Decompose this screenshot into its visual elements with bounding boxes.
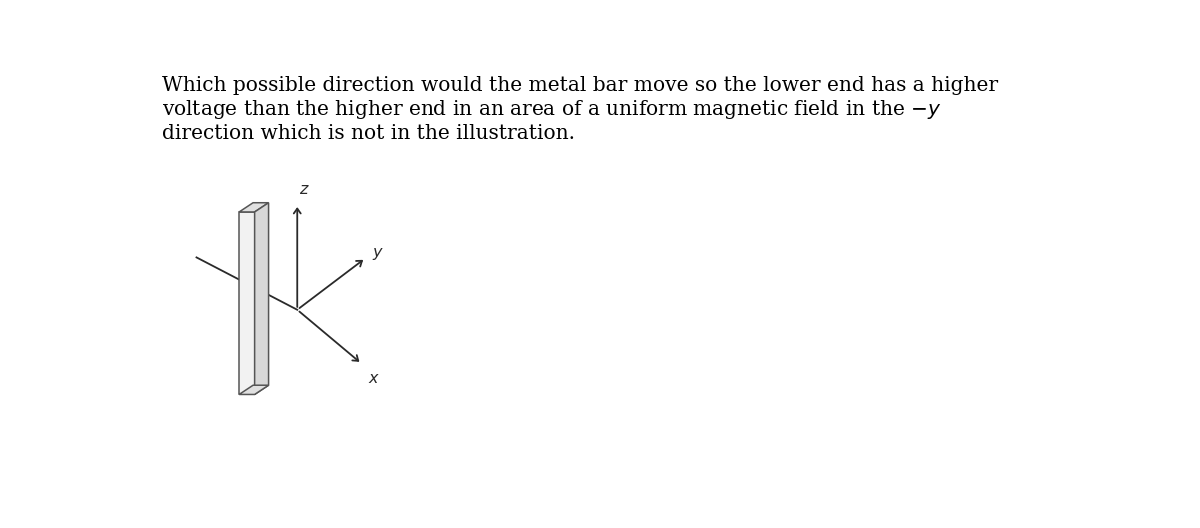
Polygon shape (239, 203, 269, 212)
Text: Which possible direction would the metal bar move so the lower end has a higher
: Which possible direction would the metal… (162, 76, 998, 143)
Text: y: y (372, 246, 382, 260)
Polygon shape (254, 203, 269, 394)
Text: x: x (368, 371, 378, 386)
Text: z: z (299, 182, 307, 196)
Polygon shape (239, 385, 269, 394)
Polygon shape (239, 212, 254, 394)
